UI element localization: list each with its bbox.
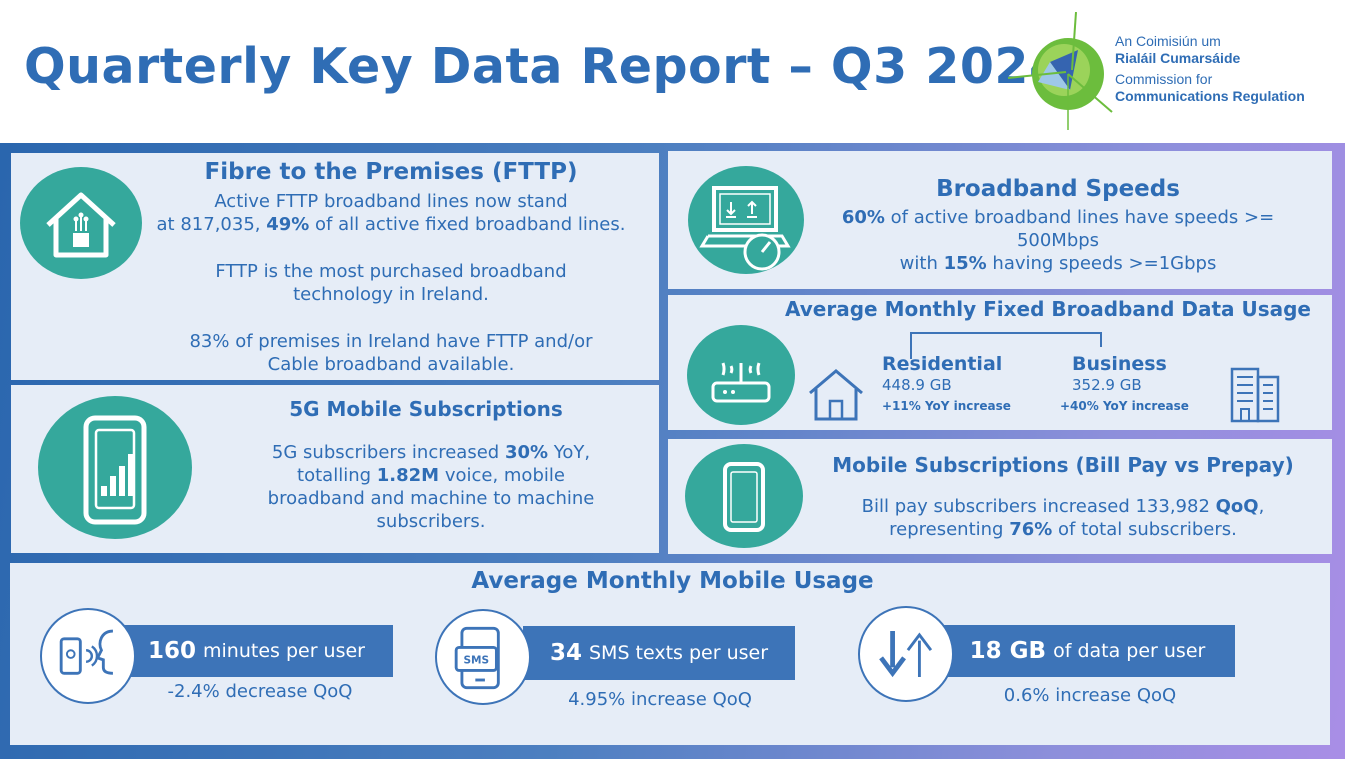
mobile-subs-line-1: Bill pay subscribers increased 133,982 Q… bbox=[861, 496, 1265, 517]
data-stat-box: 18 GB of data per user bbox=[940, 625, 1235, 677]
comreg-logo-icon bbox=[1008, 12, 1113, 130]
usage-connector-lines bbox=[910, 332, 1102, 359]
speeds-title: Broadband Speeds bbox=[936, 176, 1180, 202]
mobile-phone-icon bbox=[723, 462, 765, 532]
business-value: 352.9 GB bbox=[1072, 376, 1142, 394]
speeds-line-3: with 15% having speeds >=1Gbps bbox=[899, 253, 1217, 274]
mobile-subs-icon-circle bbox=[685, 444, 803, 548]
logo-line-1: An Coimisiún um bbox=[1115, 33, 1221, 49]
fttp-line-4: technology in Ireland. bbox=[293, 284, 489, 305]
fttp-line-2: at 817,035, 49% of all active fixed broa… bbox=[156, 214, 626, 235]
minutes-change: -2.4% decrease QoQ bbox=[167, 681, 353, 702]
fiveg-line-1: 5G subscribers increased 30% YoY, bbox=[271, 442, 591, 463]
page-title: Quarterly Key Data Report – Q3 2024 bbox=[24, 38, 1064, 95]
mobile-subs-title: Mobile Subscriptions (Bill Pay vs Prepay… bbox=[832, 453, 1294, 477]
office-building-icon bbox=[1230, 367, 1280, 423]
minutes-stat-box: 160 minutes per user bbox=[120, 625, 393, 677]
business-change: +40% YoY increase bbox=[1060, 399, 1189, 413]
business-label: Business bbox=[1072, 353, 1167, 375]
sms-change: 4.95% increase QoQ bbox=[568, 689, 752, 710]
data-label: of data per user bbox=[1053, 640, 1206, 662]
mobile-subs-panel: Mobile Subscriptions (Bill Pay vs Prepay… bbox=[668, 439, 1332, 554]
data-icon-ring bbox=[858, 606, 954, 702]
logo-line-3: Commission for bbox=[1115, 71, 1213, 87]
fixed-usage-panel: Average Monthly Fixed Broadband Data Usa… bbox=[668, 295, 1332, 430]
sms-phone-icon: SMS bbox=[454, 626, 500, 690]
smartphone-signal-icon bbox=[83, 415, 147, 525]
speeds-panel: Broadband Speeds 60% of active broadband… bbox=[668, 151, 1332, 289]
sms-stat-box: 34 SMS texts per user bbox=[523, 626, 795, 680]
residential-value: 448.9 GB bbox=[882, 376, 952, 394]
fiveg-line-2: totalling 1.82M voice, mobile bbox=[297, 465, 565, 486]
speeds-line-2: 500Mbps bbox=[1016, 230, 1100, 251]
data-change: 0.6% increase QoQ bbox=[1003, 685, 1177, 706]
fiveg-panel: 5G Mobile Subscriptions 5G subscribers i… bbox=[11, 385, 659, 553]
speeds-icon-circle bbox=[688, 166, 804, 274]
report-header: Quarterly Key Data Report – Q3 2024 An C… bbox=[0, 0, 1345, 143]
residential-label: Residential bbox=[882, 353, 1003, 375]
sms-icon-ring: SMS bbox=[435, 609, 531, 705]
fttp-icon-circle bbox=[20, 167, 142, 279]
wifi-router-icon bbox=[711, 362, 771, 403]
logo-line-2: Rialáil Cumarsáide bbox=[1115, 50, 1241, 66]
fiveg-title: 5G Mobile Subscriptions bbox=[289, 397, 563, 421]
fttp-line-5: 83% of premises in Ireland have FTTP and… bbox=[189, 331, 593, 352]
phone-voice-icon bbox=[59, 629, 114, 675]
sms-value: 34 bbox=[549, 640, 582, 666]
minutes-value: 160 bbox=[147, 638, 196, 664]
mobile-subs-line-2: representing 76% of total subscribers. bbox=[889, 519, 1237, 540]
logo-text: An Coimisiún um Rialáil Cumarsáide Commi… bbox=[1115, 33, 1305, 105]
minutes-icon-ring bbox=[40, 608, 136, 704]
fttp-line-6: Cable broadband available. bbox=[267, 354, 515, 375]
mobile-usage-title: Average Monthly Mobile Usage bbox=[471, 568, 874, 594]
fiveg-line-3: broadband and machine to machine bbox=[267, 488, 595, 509]
fttp-line-3: FTTP is the most purchased broadband bbox=[215, 261, 567, 282]
svg-text:SMS: SMS bbox=[463, 655, 489, 667]
data-value: 18 GB bbox=[969, 638, 1047, 664]
logo-line-4: Communications Regulation bbox=[1115, 88, 1305, 104]
fixed-usage-title: Average Monthly Fixed Broadband Data Usa… bbox=[785, 297, 1311, 321]
laptop-speedometer-icon bbox=[699, 186, 791, 271]
fttp-title: Fibre to the Premises (FTTP) bbox=[204, 159, 578, 185]
speeds-line-1: 60% of active broadband lines have speed… bbox=[841, 207, 1275, 228]
residential-change: +11% YoY increase bbox=[882, 399, 1011, 413]
fiveg-line-4: subscribers. bbox=[376, 511, 486, 532]
fttp-line-1: Active FTTP broadband lines now stand bbox=[214, 191, 568, 212]
house-network-icon bbox=[46, 192, 116, 258]
data-transfer-icon bbox=[879, 631, 933, 678]
house-icon bbox=[809, 369, 863, 421]
fiveg-icon-circle bbox=[38, 396, 192, 539]
sms-label: SMS texts per user bbox=[588, 642, 769, 664]
fttp-panel: Fibre to the Premises (FTTP) Active FTTP… bbox=[11, 153, 659, 380]
minutes-label: minutes per user bbox=[203, 640, 365, 662]
fixed-usage-icon-circle bbox=[687, 325, 795, 425]
mobile-usage-panel: Average Monthly Mobile Usage 160 minutes … bbox=[10, 563, 1330, 745]
